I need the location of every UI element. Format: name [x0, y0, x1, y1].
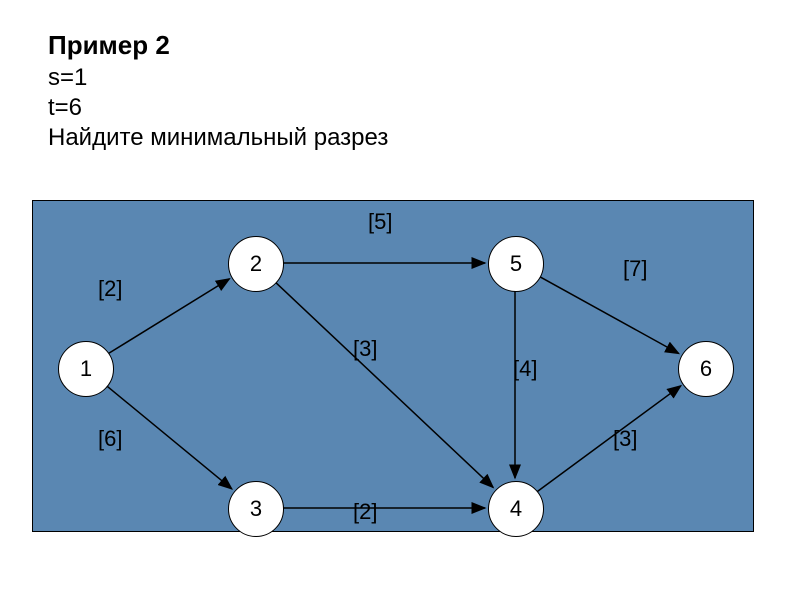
edge-label-3-4: [2]	[353, 499, 377, 525]
network-diagram: [2][6][5][3][2][4][7][3]123456	[32, 200, 754, 532]
task-text: Найдите минимальный разрез	[48, 123, 800, 153]
node-1: 1	[58, 341, 114, 397]
page-container: Пример 2 s=1 t=6 Найдите минимальный раз…	[0, 0, 800, 600]
node-5: 5	[488, 236, 544, 292]
param-s: s=1	[48, 63, 800, 93]
edge-1-3	[107, 386, 232, 489]
edge-label-2-5: [5]	[368, 209, 392, 235]
param-t: t=6	[48, 93, 800, 123]
edge-4-6	[538, 386, 681, 492]
edge-label-1-2: [2]	[98, 276, 122, 302]
title: Пример 2	[48, 30, 800, 61]
edge-label-5-4: [4]	[513, 356, 537, 382]
node-2: 2	[228, 236, 284, 292]
edge-label-4-6: [3]	[613, 426, 637, 452]
node-6: 6	[678, 341, 734, 397]
edge-label-2-4: [3]	[353, 336, 377, 362]
edges-layer	[33, 201, 753, 531]
edge-1-2	[109, 279, 230, 354]
header: Пример 2 s=1 t=6 Найдите минимальный раз…	[0, 0, 800, 161]
edge-label-5-6: [7]	[623, 256, 647, 282]
node-4: 4	[488, 481, 544, 537]
edge-label-1-3: [6]	[98, 426, 122, 452]
edge-2-4	[275, 282, 493, 487]
edge-5-6	[540, 277, 679, 354]
node-3: 3	[228, 481, 284, 537]
